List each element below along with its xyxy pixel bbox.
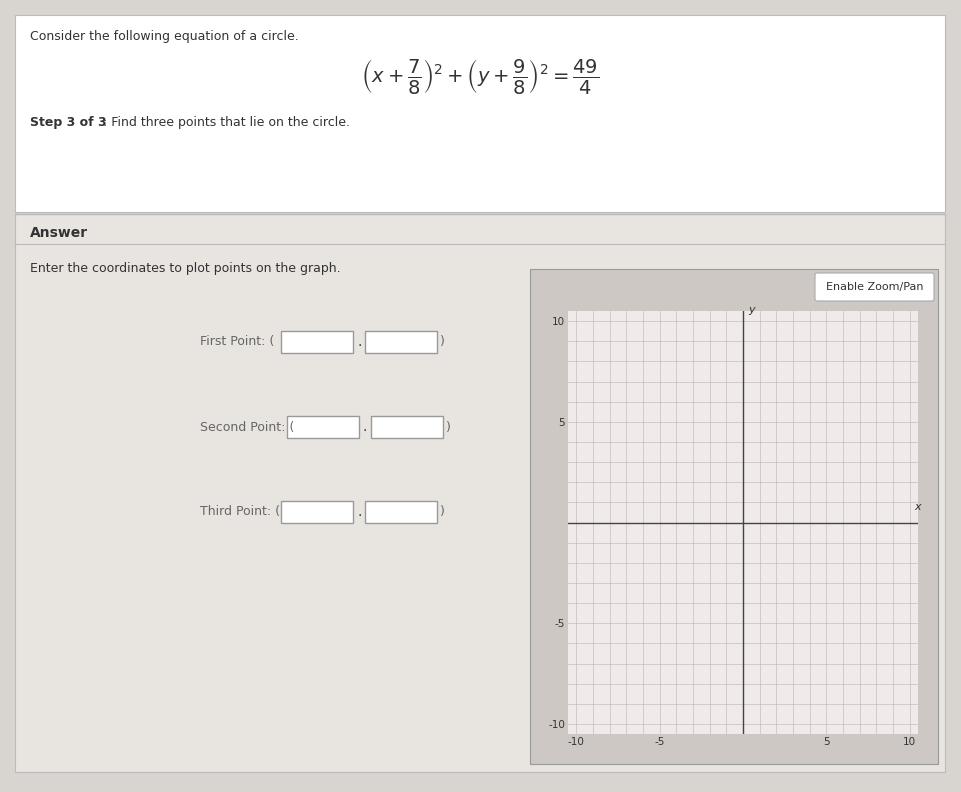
Text: Step 3 of 3: Step 3 of 3 [30,116,107,129]
FancyBboxPatch shape [15,15,945,212]
Text: x: x [915,502,922,512]
Text: y: y [748,305,754,315]
FancyBboxPatch shape [365,501,437,523]
FancyBboxPatch shape [15,214,945,772]
FancyBboxPatch shape [287,416,359,438]
Text: .: . [363,420,367,434]
Text: Enable Zoom/Pan: Enable Zoom/Pan [825,282,924,292]
Text: ): ) [446,421,451,433]
FancyBboxPatch shape [282,331,354,353]
Text: Answer: Answer [30,226,88,240]
Text: First Point: (: First Point: ( [200,336,274,348]
FancyBboxPatch shape [815,273,934,301]
FancyBboxPatch shape [530,269,938,764]
FancyBboxPatch shape [371,416,443,438]
Text: Third Point: (: Third Point: ( [200,505,280,519]
FancyBboxPatch shape [365,331,437,353]
Text: ): ) [440,336,445,348]
FancyBboxPatch shape [282,501,354,523]
Text: .: . [357,335,361,349]
Text: Second Point: (: Second Point: ( [200,421,294,433]
Text: Enter the coordinates to plot points on the graph.: Enter the coordinates to plot points on … [30,262,340,275]
Text: Consider the following equation of a circle.: Consider the following equation of a cir… [30,30,299,43]
Text: ): ) [440,505,445,519]
Text: .: . [357,505,361,519]
Text: $\left(x+\dfrac{7}{8}\right)^{2}+\left(y+\dfrac{9}{8}\right)^{2}=\dfrac{49}{4}$: $\left(x+\dfrac{7}{8}\right)^{2}+\left(y… [361,57,599,96]
Text: : Find three points that lie on the circle.: : Find three points that lie on the circ… [103,116,350,129]
